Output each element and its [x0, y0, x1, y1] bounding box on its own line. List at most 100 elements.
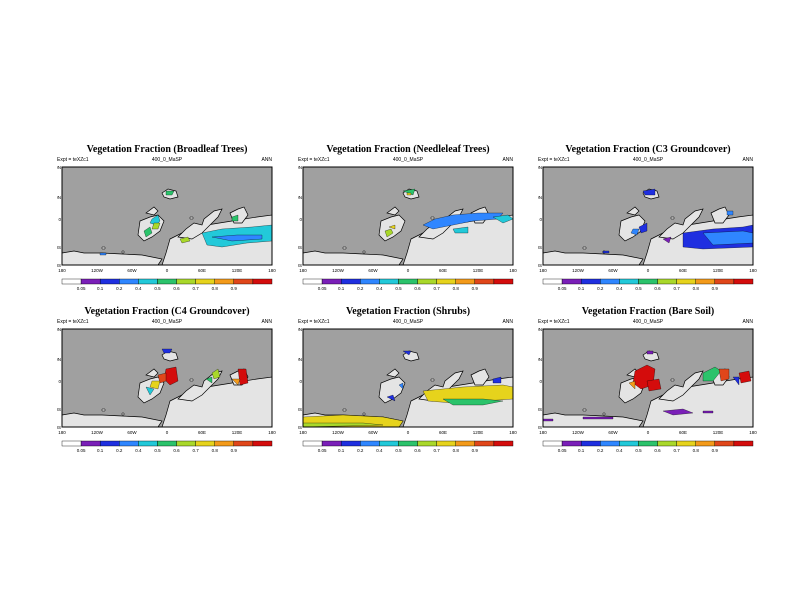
expt-label: Expt = teXZc1: [298, 319, 330, 325]
panel-title: Vegetation Fraction (Bare Soil): [581, 306, 715, 317]
lat-tick-label: 0: [58, 217, 61, 222]
fraction-patch: [165, 190, 175, 196]
colorbar-swatch: [733, 440, 754, 447]
island: [189, 378, 194, 382]
island: [670, 378, 675, 382]
map-layer: [302, 188, 514, 266]
lon-tick-label: 60W: [127, 268, 137, 273]
colorbar-label: 0.2: [116, 286, 123, 291]
colorbar-swatch: [600, 440, 620, 447]
lat-tick-label: 80N: [538, 165, 542, 170]
map-panel-needleleaf-trees: Vegetation Fraction (Needleleaf Trees) E…: [298, 144, 518, 294]
land-area: [177, 208, 223, 240]
colorbar-swatch: [379, 440, 399, 447]
colorbar-label: 0.9: [231, 448, 238, 453]
fraction-patch: [157, 372, 167, 384]
colorbar-swatch: [714, 440, 735, 447]
panel-subtitle: Expt = teXZc1 400_0_MaSP ANN: [57, 157, 277, 165]
colorbar-label: 0.8: [693, 448, 700, 453]
colorbar-swatch: [157, 278, 177, 285]
lon-tick-label: 120W: [572, 268, 585, 273]
lat-tick-label: 80S: [538, 425, 542, 430]
colorbar-swatch: [417, 278, 437, 285]
land-area: [386, 206, 400, 216]
island: [342, 246, 347, 250]
lon-tick-label: 60W: [127, 430, 137, 435]
lon-tick-label: 0: [647, 430, 650, 435]
fraction-patch: [384, 228, 394, 238]
lat-tick-label: 80N: [57, 327, 61, 332]
map-layer: [542, 188, 754, 266]
colorbar-label: 0.9: [472, 286, 479, 291]
island: [602, 412, 606, 416]
colorbar-swatch: [493, 278, 514, 285]
colorbar-label: 0.2: [357, 286, 364, 291]
lat-tick-label: 0: [539, 217, 542, 222]
lon-tick-label: 60E: [198, 430, 206, 435]
lon-tick-label: 120W: [332, 430, 345, 435]
colorbar-swatch: [99, 278, 120, 285]
island: [362, 412, 366, 416]
plot-frame: [61, 328, 273, 428]
colorbar-label: 0.7: [674, 286, 681, 291]
fraction-patch: [211, 368, 221, 380]
lon-tick-label: 60E: [679, 430, 687, 435]
lon-tick-label: 120W: [572, 430, 585, 435]
lon-tick-label: 60W: [368, 268, 378, 273]
lat-tick-label: 80S: [57, 263, 61, 268]
map-plot: 80N40N040S80S180120W60W060E120E180: [538, 165, 757, 273]
colorbar-swatch: [340, 440, 361, 447]
colorbar-swatch: [455, 278, 476, 285]
lat-tick-label: 40N: [57, 357, 61, 362]
map-panel-broadleaf-trees: Vegetation Fraction (Broadleaf Trees) Ex…: [57, 144, 277, 294]
colorbar-swatch: [676, 440, 696, 447]
colorbar-label: 0.6: [414, 286, 421, 291]
map-panel-bare-soil: Vegetation Fraction (Bare Soil) Expt = t…: [538, 306, 758, 456]
colorbar-label: 0.2: [357, 448, 364, 453]
fraction-patch: [179, 236, 191, 244]
lon-tick-label: 180: [749, 268, 757, 273]
colorbar-label: 0.5: [395, 286, 402, 291]
colorbar-swatch: [417, 440, 437, 447]
island: [342, 408, 347, 412]
map-plot: 80N40N040S80S180120W60W060E120E180: [298, 165, 517, 273]
run-label: 400_0_MaSP: [632, 319, 664, 325]
fraction-patch: [630, 228, 640, 236]
colorbar-label: 0.7: [193, 286, 200, 291]
colorbar-label: 0.4: [376, 286, 383, 291]
lon-tick-label: 180: [539, 268, 547, 273]
lon-tick-label: 120W: [332, 268, 345, 273]
colorbar-swatch: [638, 440, 658, 447]
colorbar-swatch: [195, 278, 215, 285]
colorbar-swatch: [138, 278, 158, 285]
plot-frame: [302, 166, 514, 266]
panel-subtitle: Expt = teXZc1 400_0_MaSP ANN: [298, 319, 518, 327]
plot-frame: [61, 166, 273, 266]
lon-tick-label: 180: [749, 430, 757, 435]
lat-tick-label: 40N: [57, 195, 61, 200]
fraction-patch: [231, 214, 239, 222]
fraction-patch: [406, 192, 412, 196]
fraction-patch: [542, 418, 554, 422]
fraction-patch: [145, 386, 155, 396]
lon-tick-label: 60W: [368, 430, 378, 435]
colorbar-label: 0.1: [97, 286, 104, 291]
lon-tick-label: 120W: [91, 268, 104, 273]
lat-tick-label: 80N: [298, 165, 302, 170]
lon-tick-label: 60W: [608, 268, 618, 273]
lat-tick-label: 40N: [298, 195, 302, 200]
lat-tick-label: 40S: [57, 245, 61, 250]
colorbar-label: 0.05: [77, 286, 86, 291]
colorbar-label: 0.5: [154, 448, 161, 453]
colorbar-swatch: [600, 278, 620, 285]
lat-tick-label: 40S: [298, 407, 302, 412]
map-plot: 80N40N040S80S180120W60W060E120E180: [298, 327, 517, 435]
fraction-patch: [732, 376, 740, 386]
run-label: 400_0_MaSP: [632, 157, 664, 163]
colorbar-swatch: [99, 440, 120, 447]
lon-tick-label: 0: [166, 430, 169, 435]
run-label: 400_0_MaSP: [392, 157, 424, 163]
map-layer: [61, 188, 273, 266]
land-area: [145, 206, 159, 216]
colorbar-label: 0.8: [212, 286, 219, 291]
